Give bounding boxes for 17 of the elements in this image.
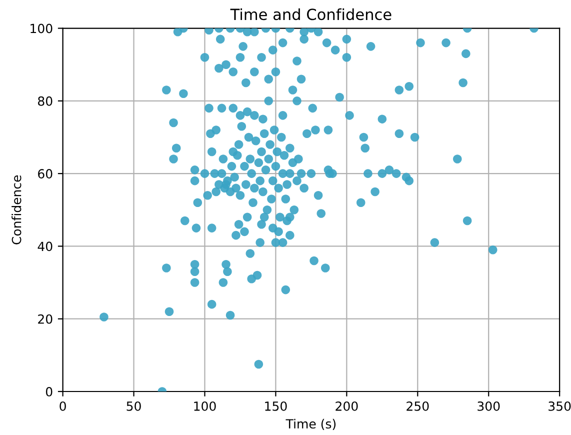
y-tick-label: 0	[46, 386, 52, 396]
x-tick-label: 250	[406, 401, 429, 411]
x-tick-label: 300	[478, 401, 500, 411]
y-tick-label: 20	[38, 314, 52, 324]
x-tick-label: 350	[548, 401, 571, 411]
x-tick-label: 200	[336, 401, 358, 411]
y-tick-label: 40	[38, 242, 52, 252]
x-axis-title: Time (s)	[286, 418, 336, 430]
x-tick-label: 50	[126, 401, 141, 411]
x-tick-label: 100	[194, 401, 216, 411]
chart-title: Time and Confidence	[230, 8, 392, 20]
y-tick-label: 60	[38, 169, 52, 178]
y-tick-label: 80	[38, 96, 52, 106]
y-tick-label: 100	[30, 24, 52, 34]
x-tick-label: 0	[60, 401, 66, 411]
x-tick-label: 150	[265, 401, 287, 411]
y-axis-title: Confidence	[12, 175, 22, 244]
